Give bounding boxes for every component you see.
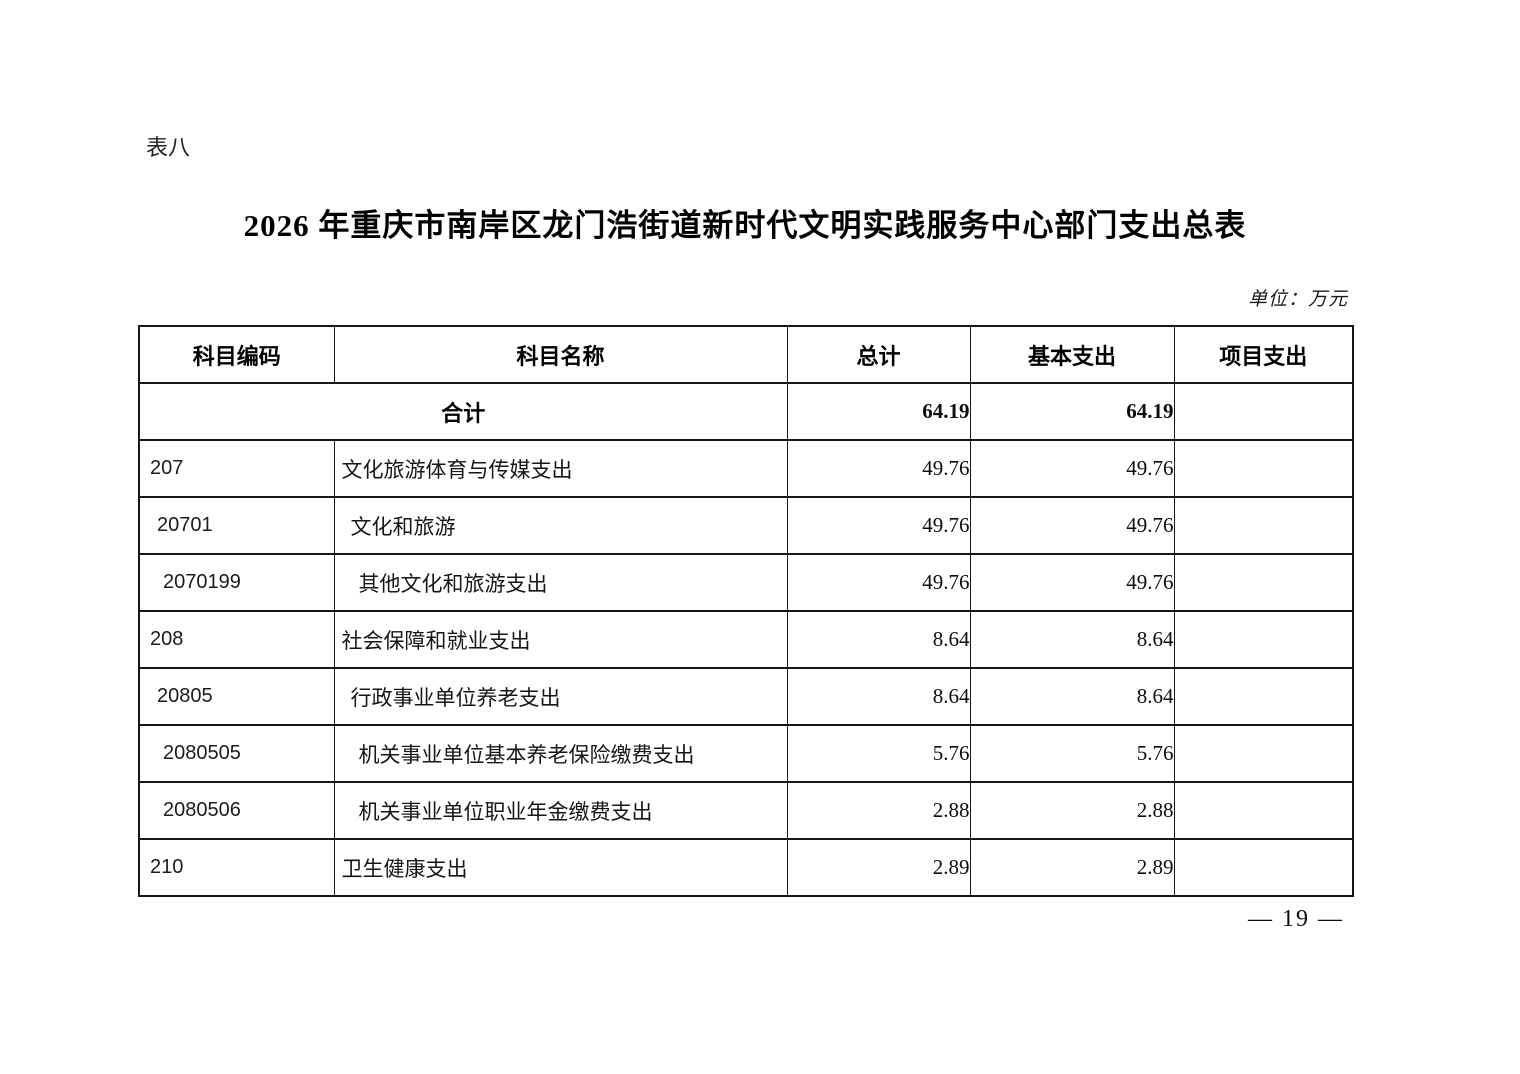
page-number: — 19 — (1248, 906, 1344, 932)
basic-expense-cell: 49.76 (969, 496, 1175, 555)
total-cell: 49.76 (786, 439, 971, 498)
total-cell: 5.76 (786, 724, 971, 783)
total-cell: 64.19 (786, 382, 971, 441)
total-row: 合计 64.19 64.19 (138, 382, 1354, 441)
basic-expense-cell: 49.76 (969, 439, 1175, 498)
project-expense-cell (1173, 496, 1354, 555)
subject-code-cell: 20805 (138, 667, 335, 726)
basic-expense-cell: 8.64 (969, 667, 1175, 726)
project-expense-cell (1173, 781, 1354, 840)
subject-code-cell: 207 (138, 439, 335, 498)
project-expense-cell (1173, 553, 1354, 612)
subject-name-cell: 机关事业单位职业年金缴费支出 (333, 781, 788, 840)
table-row: 2070199 其他文化和旅游支出 49.76 49.76 (138, 553, 1354, 612)
table-row: 20701 文化和旅游 49.76 49.76 (138, 496, 1354, 555)
basic-expense-cell: 2.88 (969, 781, 1175, 840)
expenditure-summary-table: 科目编码 科目名称 总计 基本支出 项目支出 合计 64.19 64.19 20… (138, 325, 1354, 897)
table-row: 208 社会保障和就业支出 8.64 8.64 (138, 610, 1354, 669)
header-subject-name: 科目名称 (333, 325, 788, 384)
header-total: 总计 (786, 325, 971, 384)
header-basic-expenditure: 基本支出 (969, 325, 1175, 384)
total-cell: 2.89 (786, 838, 971, 897)
total-cell: 49.76 (786, 553, 971, 612)
subject-name-cell: 卫生健康支出 (333, 838, 788, 897)
unit-note: 单位：万元 (1247, 289, 1348, 310)
page-title: 2026 年重庆市南岸区龙门浩街道新时代文明实践服务中心部门支出总表 (243, 208, 1247, 243)
total-row-label: 合计 (138, 382, 788, 441)
subject-name-cell: 行政事业单位养老支出 (333, 667, 788, 726)
basic-expense-cell: 49.76 (969, 553, 1175, 612)
table-row: 20805 行政事业单位养老支出 8.64 8.64 (138, 667, 1354, 726)
subject-code-cell: 2070199 (138, 553, 335, 612)
subject-name-cell: 其他文化和旅游支出 (333, 553, 788, 612)
project-expense-cell (1173, 610, 1354, 669)
table-index-label: 表八 (146, 135, 191, 160)
subject-code-cell: 208 (138, 610, 335, 669)
table-row: 207 文化旅游体育与传媒支出 49.76 49.76 (138, 439, 1354, 498)
total-cell: 8.64 (786, 610, 971, 669)
total-cell: 49.76 (786, 496, 971, 555)
subject-name-cell: 文化旅游体育与传媒支出 (333, 439, 788, 498)
total-cell: 8.64 (786, 667, 971, 726)
subject-name-cell: 机关事业单位基本养老保险缴费支出 (333, 724, 788, 783)
basic-expense-cell: 8.64 (969, 610, 1175, 669)
header-subject-code: 科目编码 (138, 325, 335, 384)
basic-expense-cell: 2.89 (969, 838, 1175, 897)
project-expense-cell (1173, 667, 1354, 726)
table-row: 2080505 机关事业单位基本养老保险缴费支出 5.76 5.76 (138, 724, 1354, 783)
basic-expense-cell: 5.76 (969, 724, 1175, 783)
subject-code-cell: 2080506 (138, 781, 335, 840)
header-project-expenditure: 项目支出 (1173, 325, 1354, 384)
total-cell: 2.88 (786, 781, 971, 840)
subject-code-cell: 2080505 (138, 724, 335, 783)
table-row: 210 卫生健康支出 2.89 2.89 (138, 838, 1354, 897)
project-expense-cell (1173, 838, 1354, 897)
subject-code-cell: 210 (138, 838, 335, 897)
basic-expense-cell: 64.19 (969, 382, 1175, 441)
project-expense-cell (1173, 439, 1354, 498)
project-expense-cell (1173, 382, 1354, 441)
project-expense-cell (1173, 724, 1354, 783)
table-header-row: 科目编码 科目名称 总计 基本支出 项目支出 (138, 325, 1354, 384)
table-row: 2080506 机关事业单位职业年金缴费支出 2.88 2.88 (138, 781, 1354, 840)
subject-name-cell: 社会保障和就业支出 (333, 610, 788, 669)
subject-name-cell: 文化和旅游 (333, 496, 788, 555)
subject-code-cell: 20701 (138, 496, 335, 555)
